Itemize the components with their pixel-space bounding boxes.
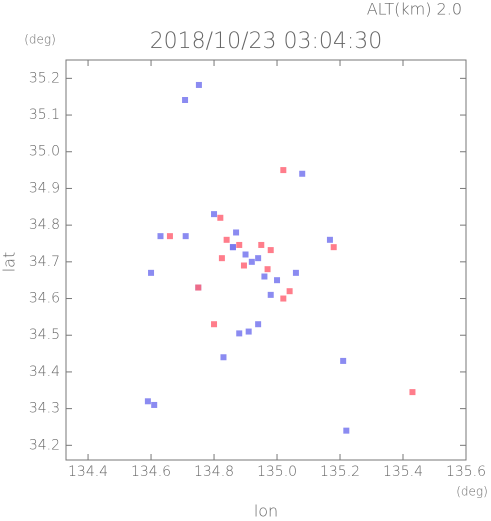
echo bbox=[211, 211, 218, 218]
echo bbox=[248, 258, 255, 265]
x-unit: (deg) bbox=[456, 485, 488, 499]
echo bbox=[280, 295, 287, 302]
echo bbox=[340, 357, 347, 364]
x-tick-label: 134.6 bbox=[131, 464, 171, 480]
echo bbox=[144, 398, 151, 405]
y-tick-label: 35.2 bbox=[29, 70, 60, 86]
y-tick-label: 34.6 bbox=[29, 291, 60, 307]
echo bbox=[286, 288, 293, 295]
echo bbox=[267, 247, 274, 254]
echo bbox=[157, 233, 164, 240]
echo bbox=[242, 251, 249, 258]
echo bbox=[292, 269, 299, 276]
echo bbox=[240, 262, 247, 269]
y-tick-label: 34.9 bbox=[29, 180, 60, 196]
echo bbox=[255, 321, 262, 328]
plot-frame bbox=[65, 59, 467, 461]
x-tick-label: 135.0 bbox=[257, 464, 297, 480]
echo bbox=[261, 273, 268, 280]
echo bbox=[195, 81, 202, 88]
echo bbox=[233, 229, 240, 236]
echo bbox=[229, 244, 236, 251]
x-tick-label: 134.4 bbox=[68, 464, 108, 480]
echo bbox=[280, 167, 287, 174]
echo bbox=[299, 170, 306, 177]
altitude: ALT(km) 2.0 bbox=[367, 0, 462, 19]
y-tick-label: 34.5 bbox=[29, 327, 60, 343]
echo bbox=[255, 255, 262, 262]
echo bbox=[182, 97, 189, 103]
y-tick-label: 34.8 bbox=[29, 217, 60, 233]
y-tick-label: 34.4 bbox=[29, 364, 60, 380]
echo bbox=[166, 233, 173, 240]
echo bbox=[218, 255, 225, 262]
echo bbox=[236, 330, 243, 337]
echo bbox=[267, 291, 274, 298]
echo bbox=[330, 244, 337, 251]
y-tick-label: 34.3 bbox=[29, 401, 60, 417]
echo bbox=[409, 389, 416, 396]
echo bbox=[148, 269, 155, 276]
echo bbox=[217, 214, 224, 221]
echo bbox=[236, 241, 243, 248]
echo bbox=[182, 233, 189, 240]
y-tick-label: 34.7 bbox=[29, 254, 60, 270]
echo bbox=[220, 354, 227, 361]
echo bbox=[151, 401, 158, 408]
y-tick-label: 34.2 bbox=[29, 437, 60, 453]
echo bbox=[326, 236, 333, 243]
x-tick-label: 135.6 bbox=[446, 464, 486, 480]
echo bbox=[274, 277, 281, 284]
echo bbox=[264, 266, 271, 273]
echo bbox=[223, 236, 230, 243]
y-unit: (deg) bbox=[24, 33, 56, 47]
echo bbox=[195, 284, 202, 291]
y-axis-label: lat bbox=[0, 252, 19, 273]
chart-title: 2018/10/23 03:04:30 bbox=[150, 29, 383, 54]
y-tick-label: 35.1 bbox=[29, 107, 60, 123]
x-tick-label: 134.8 bbox=[194, 464, 234, 480]
x-tick-label: 135.4 bbox=[383, 464, 423, 480]
echo bbox=[211, 321, 218, 328]
echo bbox=[343, 427, 350, 434]
y-tick-label: 35.0 bbox=[29, 144, 60, 160]
x-axis-label: lon bbox=[254, 502, 278, 521]
echo bbox=[245, 328, 252, 335]
echo bbox=[258, 241, 265, 248]
x-tick-label: 135.2 bbox=[320, 464, 360, 480]
